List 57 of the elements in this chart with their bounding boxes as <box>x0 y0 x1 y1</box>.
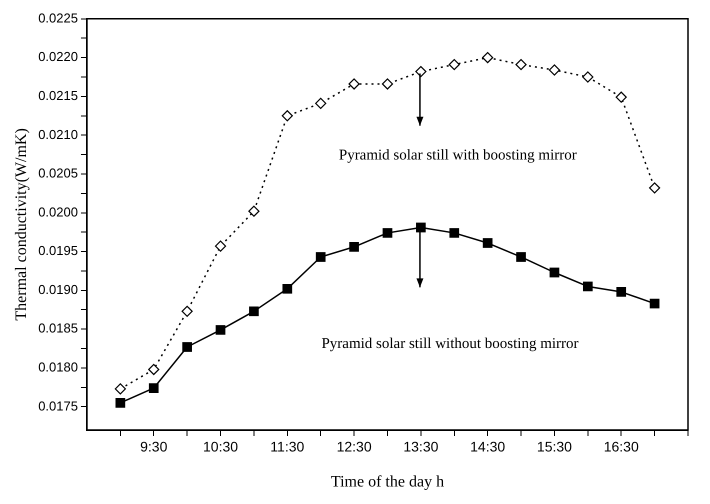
point <box>616 92 627 103</box>
point <box>448 58 460 70</box>
point <box>616 287 626 297</box>
y-tick-label: 0.0210 <box>38 126 78 142</box>
y-tick-label: 0.0195 <box>38 243 78 258</box>
annotation: Pyramid solar still with boosting mirror <box>338 148 577 164</box>
x-tick-label: 11:30 <box>270 438 305 454</box>
y-axis-title: Thermal conductivity(W/mK) <box>12 128 30 321</box>
point <box>449 228 460 238</box>
y-tick-label: 0.0200 <box>38 204 78 220</box>
point <box>550 268 560 278</box>
x-tick-label: 15:30 <box>536 438 572 454</box>
y-tick-label: 0.0185 <box>38 320 78 336</box>
annotation: Pyramid solar still without boosting mirror <box>321 336 579 352</box>
y-tick-label: 0.0190 <box>38 282 78 297</box>
point <box>282 284 292 294</box>
point <box>282 110 293 122</box>
point <box>316 252 326 262</box>
y-tick-label: 0.0225 <box>38 10 78 26</box>
point <box>182 306 193 317</box>
y-tick-label: 0.0220 <box>38 49 78 64</box>
x-tick-label: 12:30 <box>336 438 372 454</box>
point <box>182 342 192 352</box>
point <box>515 58 527 70</box>
point <box>516 252 526 262</box>
point <box>649 182 660 194</box>
point <box>216 325 226 335</box>
point <box>582 71 594 83</box>
point <box>548 64 560 76</box>
y-tick-label: 0.0175 <box>38 398 78 414</box>
point <box>248 206 260 217</box>
point <box>482 52 494 64</box>
point <box>415 66 426 78</box>
point <box>148 364 160 376</box>
y-tick-label: 0.0205 <box>38 166 78 181</box>
point <box>214 240 226 252</box>
point <box>116 398 126 408</box>
point <box>382 78 394 90</box>
y-tick-label: 0.0180 <box>38 360 78 375</box>
x-tick-label: 10:30 <box>203 438 238 454</box>
point <box>249 306 259 316</box>
x-tick-label: 9:30 <box>140 438 168 454</box>
x-axis-title: Time of the day h <box>330 474 444 491</box>
point <box>482 238 492 248</box>
point <box>348 78 360 90</box>
point <box>416 222 426 232</box>
point <box>148 383 159 393</box>
point <box>382 228 392 238</box>
point <box>650 298 660 308</box>
x-tick-label: 13:30 <box>403 438 439 454</box>
x-tick-label: 16:30 <box>604 438 639 454</box>
point <box>349 242 359 252</box>
x-tick-label: 14:30 <box>470 438 506 454</box>
point <box>315 98 326 109</box>
y-tick-label: 0.0215 <box>38 88 78 103</box>
point <box>114 383 126 394</box>
point <box>582 282 593 292</box>
